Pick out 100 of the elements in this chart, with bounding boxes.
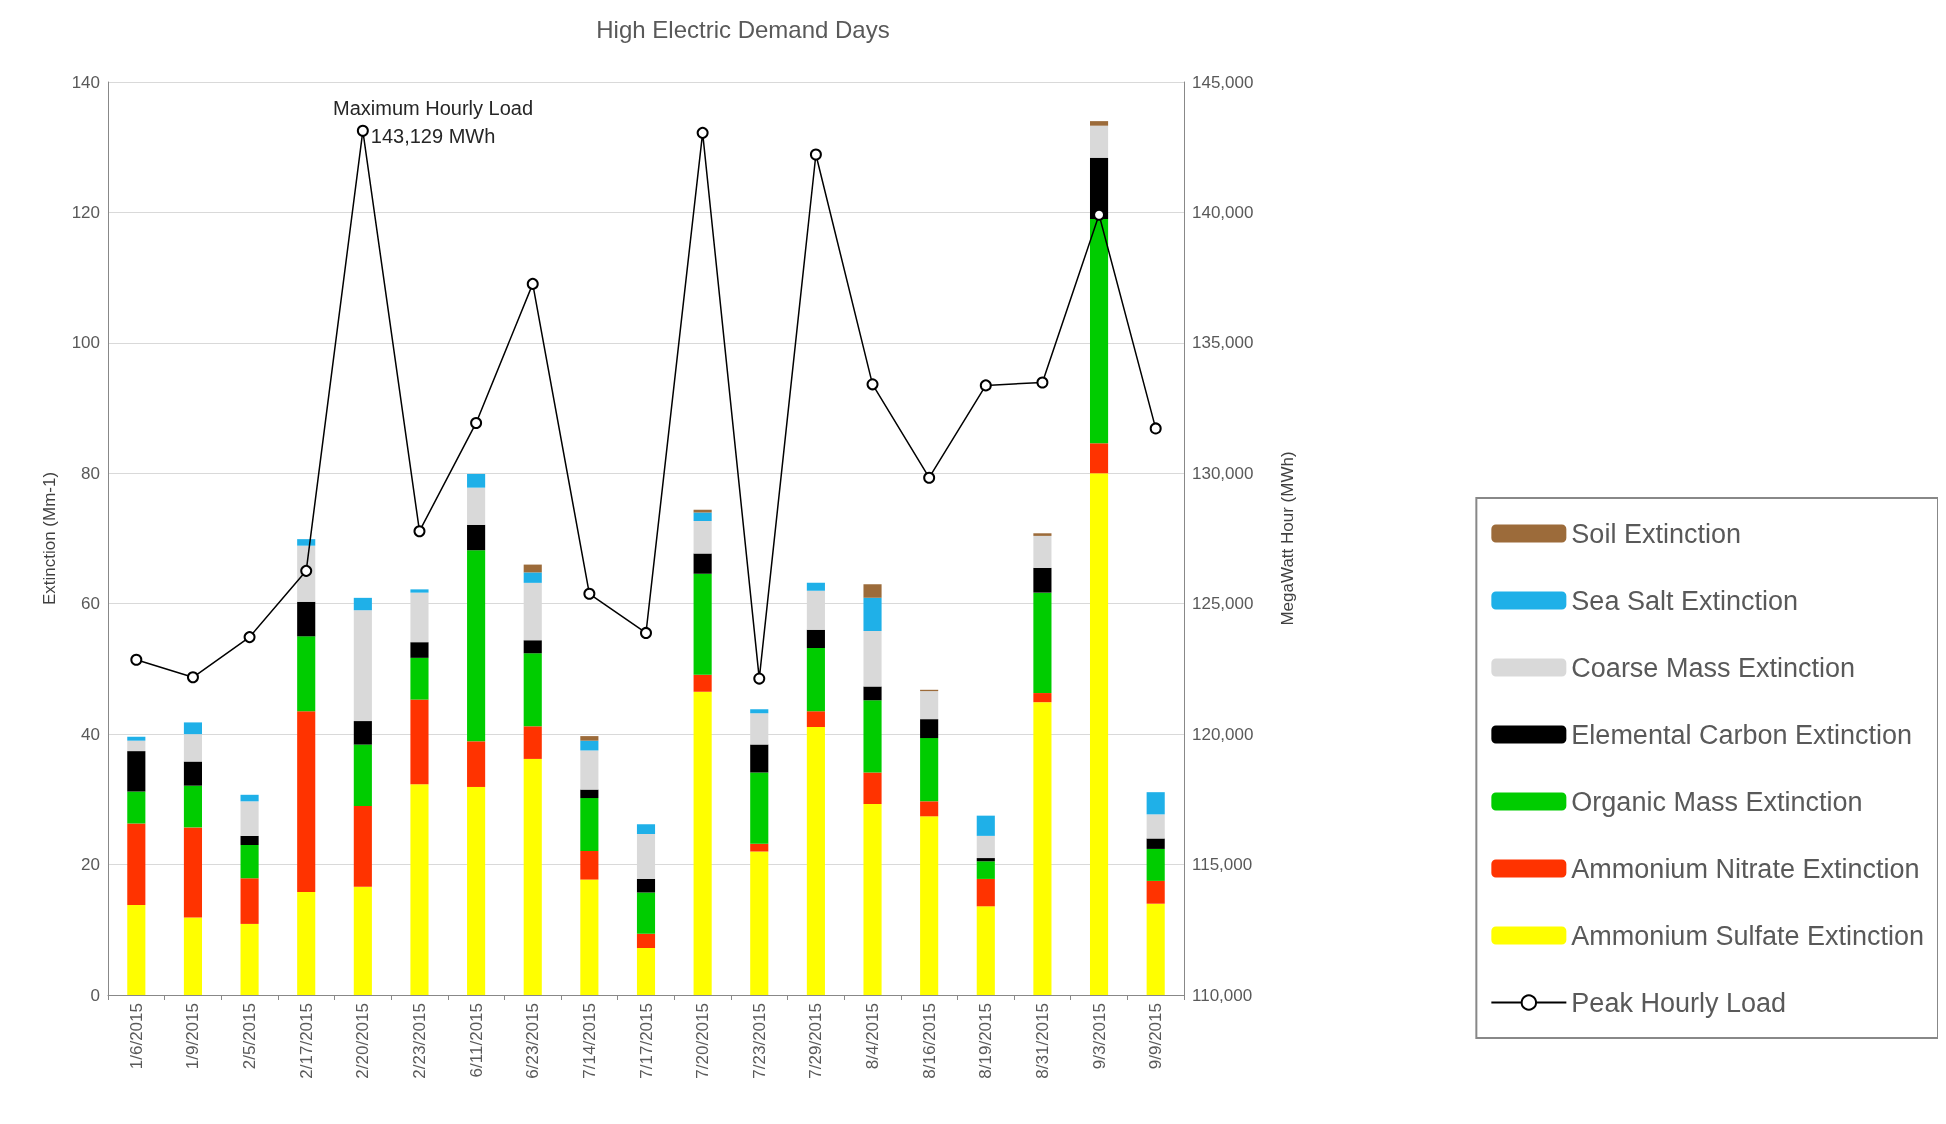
bar — [580, 750, 599, 790]
bar — [353, 721, 372, 745]
bar — [240, 794, 259, 802]
point — [356, 124, 369, 137]
x-tick-label: 2/17/2015 — [296, 1003, 316, 1079]
bar — [693, 553, 712, 574]
bar — [240, 923, 259, 995]
bar — [863, 772, 882, 804]
x-tick-label: 2/5/2015 — [240, 1003, 260, 1070]
y2-tick-label: 130,000 — [1192, 463, 1254, 483]
bar — [1146, 880, 1165, 904]
bar — [1146, 848, 1165, 881]
x-tick-label: 8/19/2015 — [976, 1003, 996, 1079]
legend-label: Coarse Mass Extinction — [1571, 652, 1855, 683]
bar — [467, 786, 486, 995]
bar — [353, 744, 372, 806]
bar — [863, 700, 882, 773]
bar — [1033, 535, 1052, 568]
bar — [240, 835, 259, 846]
bar — [750, 709, 769, 714]
x-tick-label: 7/23/2015 — [749, 1003, 769, 1079]
point — [753, 672, 766, 685]
point — [243, 631, 256, 644]
bar — [523, 758, 542, 995]
bar — [410, 589, 429, 593]
bar — [693, 573, 712, 675]
legend-label: Soil Extinction — [1571, 518, 1741, 549]
bar — [1089, 218, 1109, 444]
bar — [523, 653, 542, 727]
bar — [1033, 567, 1052, 593]
legend-label: Organic Mass Extinction — [1571, 786, 1863, 817]
bar — [920, 719, 939, 739]
bar — [183, 827, 203, 918]
bar — [127, 740, 146, 752]
y2-tick-label: 145,000 — [1192, 72, 1254, 92]
y-tick-label: 100 — [71, 333, 100, 353]
bar — [297, 601, 316, 637]
bar — [806, 726, 825, 995]
bar — [580, 850, 599, 880]
bar — [467, 550, 486, 742]
bar — [580, 736, 599, 741]
bar — [693, 691, 712, 995]
point — [300, 564, 313, 577]
x-tick-label: 8/31/2015 — [1032, 1003, 1052, 1079]
bar — [750, 744, 769, 773]
y-axis-title: Extinction (Mm-1) — [40, 471, 59, 606]
bar — [523, 726, 542, 759]
bar — [580, 740, 599, 751]
bar — [976, 858, 995, 862]
x-tick-label: 6/11/2015 — [466, 1003, 486, 1078]
bar — [467, 473, 486, 488]
bar — [636, 892, 656, 934]
legend-label: Peak Hourly Load — [1571, 987, 1786, 1018]
bar — [1033, 592, 1052, 694]
point — [1149, 422, 1162, 435]
bar — [410, 699, 429, 785]
y-tick-label: 120 — [71, 202, 100, 222]
y2-tick-label: 140,000 — [1192, 202, 1254, 222]
bar — [1033, 533, 1052, 536]
bar — [636, 824, 656, 834]
bar — [920, 816, 939, 995]
bar — [693, 520, 712, 554]
legend-label: Ammonium Sulfate Extinction — [1571, 920, 1925, 951]
bar — [976, 906, 995, 995]
bar — [410, 657, 429, 700]
bar — [353, 886, 372, 995]
bar — [353, 597, 372, 611]
x-tick-label: 7/29/2015 — [806, 1003, 826, 1079]
bar — [1146, 792, 1165, 815]
bar — [1089, 125, 1109, 158]
bar — [920, 691, 939, 720]
point — [696, 126, 709, 139]
bar — [297, 891, 316, 995]
y2-tick-label: 115,000 — [1192, 855, 1253, 875]
bar — [127, 791, 146, 824]
bar — [976, 878, 995, 907]
point — [923, 471, 936, 484]
bar — [467, 524, 486, 551]
y-tick-label: 40 — [81, 724, 100, 744]
bar — [1089, 473, 1109, 995]
x-tick-label: 6/23/2015 — [523, 1003, 543, 1079]
y-tick-label: 60 — [81, 594, 100, 614]
bar — [1033, 693, 1052, 703]
x-tick-label: 2/20/2015 — [353, 1003, 373, 1079]
bar — [523, 572, 542, 583]
bar — [1146, 838, 1165, 849]
bar — [467, 741, 486, 787]
bar — [1089, 121, 1109, 126]
bar — [806, 711, 825, 727]
x-tick-label: 9/3/2015 — [1089, 1003, 1109, 1070]
bar — [240, 878, 259, 924]
bar — [976, 861, 995, 879]
y2-tick-label: 110,000 — [1192, 985, 1253, 1005]
bar — [127, 751, 146, 792]
y-tick-label: 0 — [90, 985, 100, 1005]
point — [186, 671, 199, 684]
bar — [920, 801, 939, 817]
y-tick-label: 80 — [81, 463, 100, 483]
bar — [863, 584, 882, 598]
point — [866, 378, 879, 391]
